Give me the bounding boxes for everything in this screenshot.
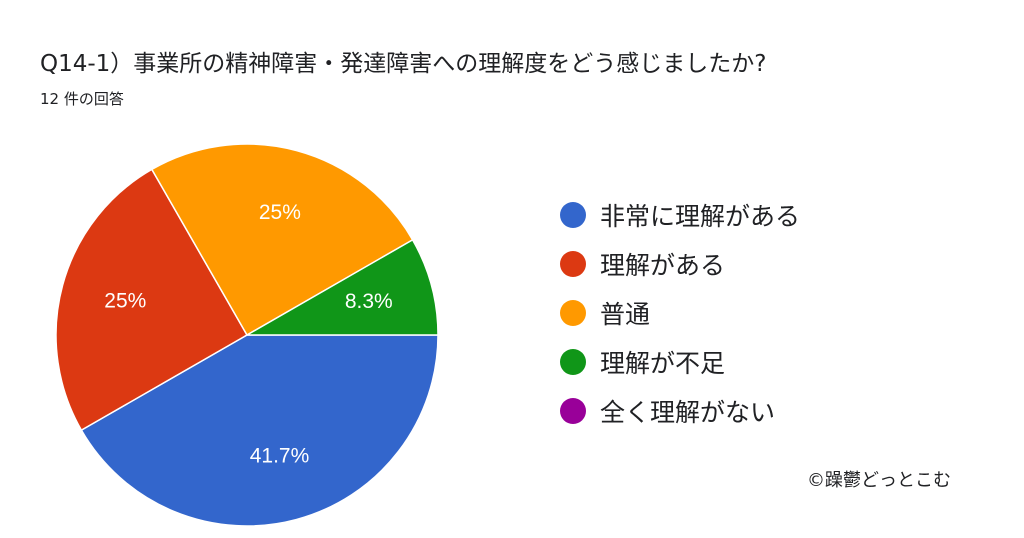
legend-label-5: 全く理解がない xyxy=(600,397,776,427)
pie-slice-4 xyxy=(244,238,439,336)
slice-label-2: 25% xyxy=(104,290,146,313)
legend-label-3: 普通 xyxy=(600,299,651,329)
chart-legend: 非常に理解がある 理解がある普通理解が不足全く理解がない xyxy=(560,190,800,435)
copyright-credit: ©躁鬱どっとこむ xyxy=(807,470,951,491)
legend-item-5: 全く理解がない xyxy=(560,386,800,435)
slice-label-1: 41.7% xyxy=(250,444,310,467)
legend-item-4: 理解が不足 xyxy=(560,337,800,386)
legend-label-1: 非常に理解がある xyxy=(600,201,801,231)
legend-item-3: 普通 xyxy=(560,288,800,337)
slice-label-3: 25% xyxy=(259,201,301,224)
slice-label-4: 8.3% xyxy=(345,290,393,313)
response-count: 12 件の回答 xyxy=(40,90,124,108)
legend-swatch-1 xyxy=(560,201,586,228)
legend-label-4: 理解が不足 xyxy=(600,348,726,378)
chart-title: Q14-1）事業所の精神障害・発達障害への理解度をどう感じましたか? xyxy=(40,51,767,77)
pie-slice-1 xyxy=(80,334,439,527)
legend-item-2: 理解がある xyxy=(560,239,800,288)
legend-swatch-3 xyxy=(560,299,586,326)
pie-slice-3 xyxy=(150,143,414,337)
legend-label-2: 理解がある xyxy=(600,250,726,280)
legend-swatch-5 xyxy=(560,397,586,424)
legend-swatch-4 xyxy=(560,348,586,375)
legend-swatch-2 xyxy=(560,250,586,277)
pie-slice-2 xyxy=(55,168,249,432)
legend-item-1: 非常に理解がある xyxy=(560,190,800,239)
